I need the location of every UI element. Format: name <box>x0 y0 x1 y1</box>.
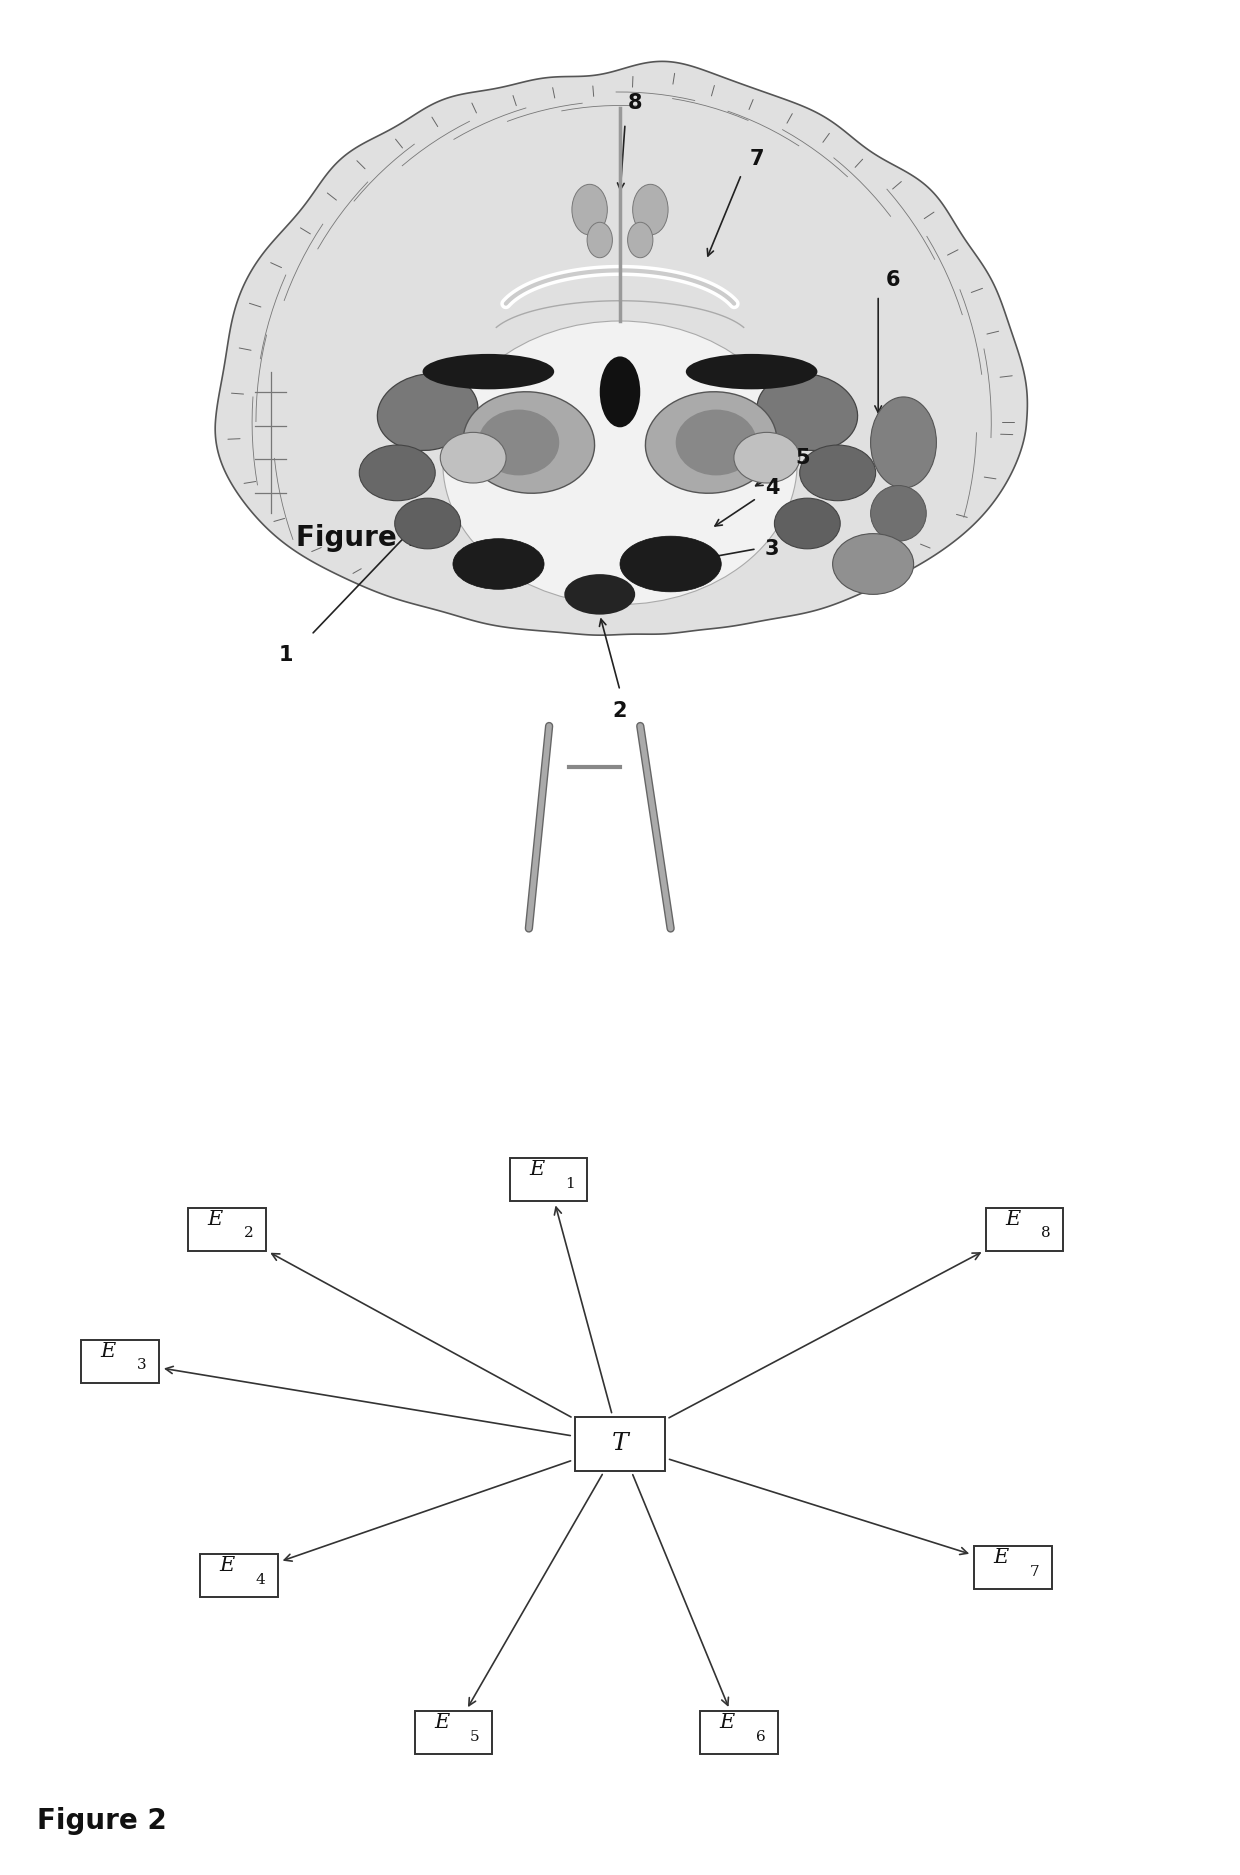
Bar <box>575 1418 665 1470</box>
Text: 6: 6 <box>887 270 900 291</box>
Ellipse shape <box>564 574 635 615</box>
Bar <box>82 1341 159 1382</box>
Text: E: E <box>434 1714 449 1732</box>
Ellipse shape <box>645 392 776 493</box>
Text: E: E <box>100 1342 115 1361</box>
Text: 3: 3 <box>765 538 779 559</box>
Text: 7: 7 <box>1029 1564 1039 1579</box>
Text: 1: 1 <box>279 645 293 666</box>
Bar <box>188 1208 265 1251</box>
Text: 2: 2 <box>244 1226 253 1241</box>
Polygon shape <box>216 62 1028 636</box>
Text: E: E <box>993 1549 1008 1568</box>
Text: T: T <box>611 1432 629 1455</box>
Text: 3: 3 <box>136 1358 146 1372</box>
Ellipse shape <box>600 356 640 428</box>
Ellipse shape <box>572 184 608 234</box>
Text: E: E <box>219 1556 234 1575</box>
Text: 7: 7 <box>749 148 764 169</box>
Ellipse shape <box>453 538 544 589</box>
Bar <box>701 1712 777 1753</box>
Ellipse shape <box>870 486 926 542</box>
Text: Figure 1: Figure 1 <box>296 523 425 551</box>
Bar <box>975 1547 1052 1588</box>
Ellipse shape <box>394 499 460 549</box>
Bar <box>986 1208 1064 1251</box>
Text: 1: 1 <box>565 1178 575 1191</box>
Text: 5: 5 <box>795 448 810 467</box>
Text: Figure 2: Figure 2 <box>37 1808 166 1836</box>
Bar <box>510 1159 588 1202</box>
Text: 2: 2 <box>613 701 627 720</box>
Ellipse shape <box>775 499 841 549</box>
Text: E: E <box>719 1714 735 1732</box>
Text: 8: 8 <box>1042 1226 1052 1241</box>
Ellipse shape <box>800 444 875 501</box>
Ellipse shape <box>620 536 722 592</box>
Ellipse shape <box>758 373 858 450</box>
Ellipse shape <box>377 373 477 450</box>
Ellipse shape <box>360 444 435 501</box>
Text: 4: 4 <box>765 478 779 499</box>
Ellipse shape <box>627 223 653 257</box>
Ellipse shape <box>870 398 936 488</box>
Ellipse shape <box>423 354 554 390</box>
Ellipse shape <box>686 354 817 390</box>
Text: 8: 8 <box>627 94 642 112</box>
Text: E: E <box>207 1209 223 1228</box>
Ellipse shape <box>440 433 506 484</box>
Ellipse shape <box>632 184 668 234</box>
Text: 4: 4 <box>255 1573 265 1586</box>
Ellipse shape <box>832 534 914 594</box>
Ellipse shape <box>479 409 559 476</box>
Ellipse shape <box>464 392 595 493</box>
Ellipse shape <box>587 223 613 257</box>
Ellipse shape <box>443 321 797 604</box>
Text: 6: 6 <box>755 1729 765 1744</box>
Text: E: E <box>529 1161 544 1179</box>
Ellipse shape <box>734 433 800 484</box>
Ellipse shape <box>676 409 756 476</box>
Bar <box>201 1554 278 1598</box>
Text: E: E <box>1006 1209 1021 1228</box>
Bar <box>414 1712 492 1753</box>
Text: 5: 5 <box>470 1729 480 1744</box>
